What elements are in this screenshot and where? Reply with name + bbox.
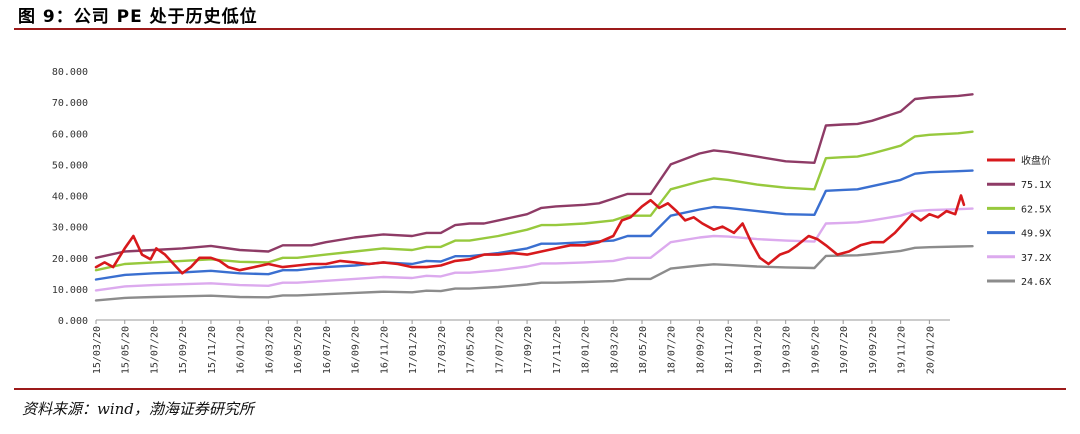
x-tick-label: 19/03/20: [782, 326, 793, 374]
x-tick-label: 17/11/20: [552, 326, 563, 374]
y-tick-label: 10.000: [52, 285, 88, 296]
y-tick-label: 50.000: [52, 160, 88, 171]
x-tick-label: 19/07/20: [839, 326, 850, 374]
x-tick-label: 15/09/20: [178, 326, 189, 374]
y-tick-label: 80.000: [52, 67, 88, 78]
legend-label: 75.1X: [1021, 180, 1051, 191]
x-tick-label: 20/01/20: [925, 326, 936, 374]
x-tick-label: 16/01/20: [236, 326, 247, 374]
x-tick-label: 17/01/20: [408, 326, 419, 374]
x-tick-label: 19/01/20: [753, 326, 764, 374]
y-tick-label: 70.000: [52, 98, 88, 109]
series-line-24.6X: [94, 245, 974, 302]
x-tick-label: 18/05/20: [638, 326, 649, 374]
y-tick-label: 60.000: [52, 129, 88, 140]
plot-area: 0.000 10.000 20.000 30.000 40.000 50.000 60.00…: [52, 67, 974, 374]
x-tick-label: 19/09/20: [868, 326, 879, 374]
x-tick-label: 16/05/20: [293, 326, 304, 374]
y-tick-label: 20.000: [52, 254, 88, 265]
x-tick-label: 16/03/20: [264, 326, 275, 374]
series-line-收盘价: [94, 194, 966, 275]
x-tick-label: 17/09/20: [523, 326, 534, 374]
y-tick-label: 30.000: [52, 223, 88, 234]
series-line-62.5X: [94, 130, 974, 272]
x-tick-label: 15/11/20: [207, 326, 218, 374]
x-tick-label: 15/05/20: [121, 326, 132, 374]
x-tick-label: 19/11/20: [897, 326, 908, 374]
legend-label: 37.2X: [1021, 253, 1051, 264]
x-tick-label: 17/05/20: [466, 326, 477, 374]
y-tick-label: 0.000: [58, 316, 88, 327]
x-tick-label: 18/03/20: [609, 326, 620, 374]
x-tick-label: 15/03/20: [92, 326, 103, 374]
x-tick-label: 16/11/20: [379, 326, 390, 374]
source-note: 资料来源：wind，渤海证券研究所: [22, 400, 254, 418]
x-tick-label: 16/09/20: [351, 326, 362, 374]
title-divider: [14, 28, 1066, 30]
x-tick-label: 17/03/20: [437, 326, 448, 374]
x-tick-label: 15/07/20: [149, 326, 160, 374]
x-tick-label: 16/07/20: [322, 326, 333, 374]
legend-label: 49.9X: [1021, 229, 1051, 240]
legend: 收盘价 75.1X 62.5X 49.9X 37.2X 24.6X: [987, 154, 1051, 288]
figure-title: 图 9：公司 PE 处于历史低位: [18, 7, 258, 27]
series-line-49.9X: [94, 169, 974, 281]
x-tick-label: 18/09/20: [695, 326, 706, 374]
series-line-75.1X: [94, 93, 974, 259]
x-tick-label: 19/05/20: [810, 326, 821, 374]
legend-label: 62.5X: [1021, 204, 1051, 215]
x-tick-label: 18/07/20: [667, 326, 678, 374]
source-divider: [14, 388, 1066, 390]
x-tick-label: 17/07/20: [494, 326, 505, 374]
legend-label: 收盘价: [1021, 154, 1051, 167]
series-line-37.2X: [94, 207, 974, 292]
x-tick-label: 18/11/20: [724, 326, 735, 374]
pe-band-chart: 0.000 10.000 20.000 30.000 40.000 50.000 60.00…: [52, 67, 1051, 374]
legend-label: 24.6X: [1021, 277, 1051, 288]
x-tick-label: 18/01/20: [581, 326, 592, 374]
y-tick-label: 40.000: [52, 192, 88, 203]
